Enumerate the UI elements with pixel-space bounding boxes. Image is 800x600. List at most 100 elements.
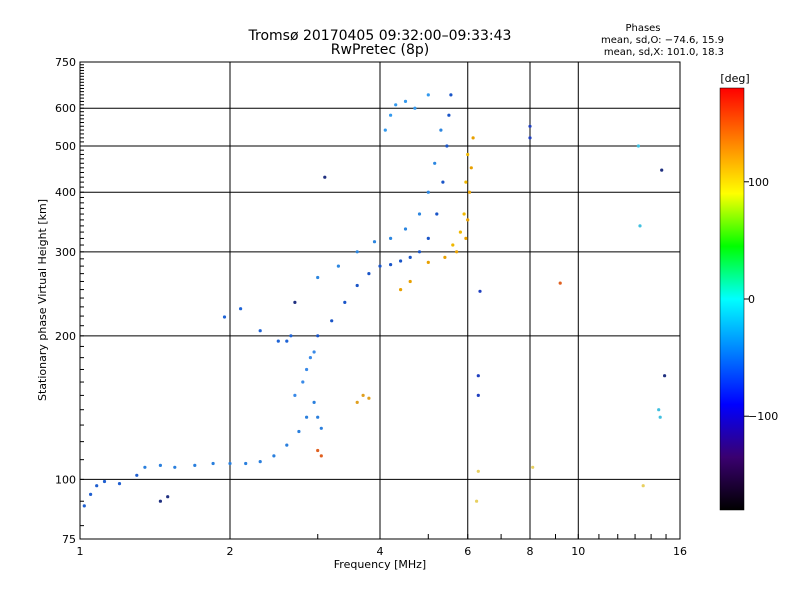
grid	[80, 62, 680, 539]
data-points	[82, 93, 667, 508]
data-point	[426, 236, 430, 240]
data-point	[408, 279, 412, 284]
data-point	[449, 93, 453, 97]
data-point	[403, 99, 408, 103]
data-point	[399, 259, 403, 263]
data-point	[417, 212, 422, 216]
colorbar-tick-label: 0	[748, 293, 755, 306]
data-point	[445, 144, 449, 148]
x-axis-label: Frequency [MHz]	[334, 558, 426, 571]
y-tick-label: 400	[55, 186, 76, 199]
data-point	[305, 367, 309, 372]
data-point	[658, 415, 662, 419]
x-tick-label: 4	[377, 545, 384, 558]
data-point	[272, 454, 276, 458]
data-point	[361, 393, 365, 397]
data-point	[435, 212, 439, 216]
data-point	[433, 161, 437, 165]
data-point	[276, 339, 280, 343]
data-point	[451, 243, 455, 247]
data-point	[443, 255, 447, 259]
data-point	[319, 426, 323, 430]
data-point	[285, 443, 289, 447]
colorbar-tick-label: −100	[748, 410, 778, 423]
data-point	[478, 289, 482, 293]
stats-line-o: mean, sd,O: −74.6, 15.9	[601, 35, 724, 46]
data-point	[372, 240, 377, 244]
y-tick-label: 200	[55, 330, 76, 343]
data-point	[222, 315, 227, 319]
data-point	[466, 152, 470, 157]
data-point	[378, 264, 382, 268]
data-point	[389, 113, 393, 117]
data-point	[403, 227, 408, 231]
data-point	[466, 218, 470, 222]
data-point	[193, 463, 197, 467]
data-point	[355, 400, 359, 404]
data-point	[89, 492, 93, 496]
data-point	[228, 461, 232, 466]
y-tick-label: 600	[55, 102, 76, 115]
data-point	[455, 250, 459, 254]
data-point	[476, 393, 480, 397]
data-point	[426, 260, 430, 264]
data-point	[417, 250, 422, 254]
x-tick-label: 8	[527, 545, 534, 558]
data-point	[258, 329, 262, 333]
data-point	[343, 300, 347, 304]
data-point	[305, 415, 309, 419]
data-point	[312, 350, 316, 354]
y-tick-label: 300	[55, 246, 76, 259]
data-point	[663, 374, 667, 378]
data-point	[408, 255, 412, 259]
data-point	[158, 463, 162, 467]
x-tick-label: 6	[464, 545, 471, 558]
data-point	[316, 448, 320, 453]
data-point	[102, 479, 107, 484]
data-point	[355, 283, 359, 288]
data-point	[117, 482, 122, 486]
data-point	[312, 400, 316, 404]
data-point	[476, 469, 480, 473]
y-tick-label: 750	[55, 56, 76, 69]
data-point	[389, 263, 393, 267]
data-point	[355, 250, 359, 254]
data-point	[95, 484, 99, 488]
data-point	[475, 499, 479, 503]
data-point	[558, 281, 562, 285]
data-point	[367, 272, 371, 276]
stats-heading: Phases	[625, 23, 660, 34]
y-axis-label: Stationary phase Virtual Height [km]	[36, 199, 49, 401]
data-point	[447, 113, 451, 117]
data-point	[285, 339, 289, 343]
y-axis-ticks: 75 100 200 300 400 500 600 750	[55, 56, 84, 546]
data-point	[636, 144, 641, 148]
data-point	[319, 454, 323, 458]
data-point	[464, 180, 468, 184]
data-point	[528, 124, 532, 128]
x-tick-label: 2	[227, 545, 234, 558]
colorbar-label: [deg]	[720, 72, 749, 85]
data-point	[467, 190, 472, 194]
colorbar	[719, 87, 745, 511]
data-point	[367, 396, 371, 400]
data-point	[458, 230, 462, 234]
data-point	[135, 473, 139, 477]
data-point	[394, 103, 398, 107]
y-tick-label: 75	[62, 533, 76, 546]
stats-line-x: mean, sd,X: 101.0, 18.3	[604, 47, 724, 58]
data-point	[293, 300, 297, 304]
data-point	[316, 415, 320, 419]
data-point	[316, 334, 320, 338]
data-point	[641, 484, 645, 488]
data-point	[239, 307, 243, 311]
chart-subtitle: RwPretec (8p)	[331, 42, 429, 58]
data-point	[469, 166, 473, 170]
data-point	[244, 461, 248, 466]
data-point	[660, 168, 664, 172]
x-tick-label: 16	[673, 545, 687, 558]
data-point	[413, 106, 417, 110]
data-point	[323, 175, 327, 179]
data-point	[330, 319, 334, 323]
